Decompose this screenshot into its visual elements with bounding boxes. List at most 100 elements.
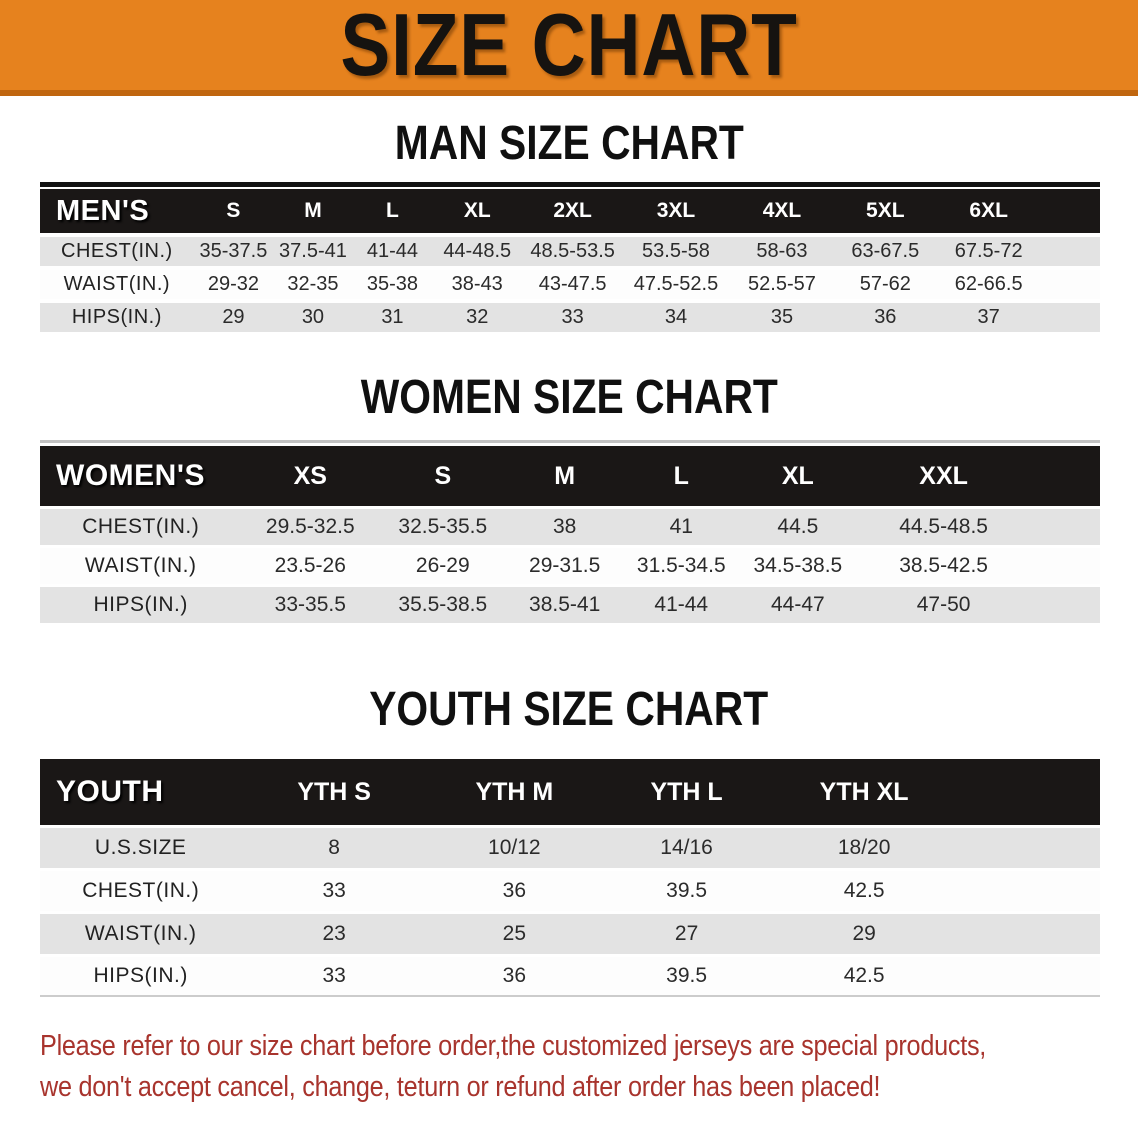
size-value-cell: 31.5-34.5 <box>622 548 740 584</box>
measurement-row: CHEST(IN.) 33 36 39.5 42.5 <box>40 871 1100 911</box>
banner-title: SIZE CHART <box>340 0 798 94</box>
size-column-header: S <box>193 189 274 233</box>
size-value-cell: 33-35.5 <box>241 587 380 623</box>
size-value-cell: 25 <box>426 914 602 954</box>
size-value-cell: 47-50 <box>856 587 1032 623</box>
size-column-header: L <box>622 446 740 506</box>
measurement-row-label: U.S.SIZE <box>40 828 242 868</box>
size-table-header-row: MEN'S S M L XL 2XL 3XL 4XL 5XL 6XL <box>40 189 1100 233</box>
size-value-cell: 52.5-57 <box>728 270 835 299</box>
measurement-row-label: HIPS(IN.) <box>40 957 242 997</box>
women-size-table: WOMEN'S XS S M L XL XXL CHEST(IN.) 29.5-32.5 32.5… <box>40 443 1100 626</box>
size-column-header: YTH L <box>601 759 772 825</box>
size-value-cell: 33 <box>241 871 427 911</box>
size-value-cell: 38.5-41 <box>506 587 623 623</box>
size-value-cell: 29-32 <box>193 270 274 299</box>
size-value-cell: 57-62 <box>834 270 936 299</box>
size-value-cell: 37 <box>935 303 1042 332</box>
measurement-row: CHEST(IN.) 35-37.5 37.5-41 41-44 44-48.5 48.5… <box>40 237 1100 266</box>
men-section-heading-text: MAN SIZE CHART <box>394 117 744 170</box>
youth-size-table: YOUTH YTH S YTH M YTH L YTH XL U.S.SIZE 8 10/12… <box>40 756 1100 1000</box>
table-group-label: YOUTH <box>40 759 242 825</box>
men-table-top-rule <box>40 182 1100 187</box>
size-value-cell: 38.5-42.5 <box>856 548 1032 584</box>
measurement-row: CHEST(IN.) 29.5-32.5 32.5-35.5 38 41 44.5 44.5… <box>40 509 1100 545</box>
size-value-cell: 34.5-38.5 <box>739 548 857 584</box>
measurement-row: HIPS(IN.) 33 36 39.5 42.5 <box>40 957 1100 997</box>
measurement-row-label: WAIST(IN.) <box>40 914 242 954</box>
size-value-cell: 35-38 <box>352 270 433 299</box>
youth-section-heading: YOUTH SIZE CHART <box>0 684 1138 736</box>
size-value-cell: 38 <box>506 509 623 545</box>
size-value-cell: 44.5-48.5 <box>856 509 1032 545</box>
size-value-cell: 32.5-35.5 <box>379 509 507 545</box>
measurement-row-label: HIPS(IN.) <box>40 303 194 332</box>
measurement-row: U.S.SIZE 8 10/12 14/16 18/20 <box>40 828 1100 868</box>
size-value-cell: 39.5 <box>601 871 772 911</box>
row-spacer <box>956 957 1100 997</box>
header-spacer <box>1041 189 1100 233</box>
size-column-header: YTH M <box>426 759 602 825</box>
size-value-cell: 18/20 <box>771 828 957 868</box>
size-value-cell: 44.5 <box>739 509 857 545</box>
row-spacer <box>1041 303 1100 332</box>
size-value-cell: 41-44 <box>352 237 433 266</box>
size-value-cell: 44-48.5 <box>432 237 523 266</box>
size-value-cell: 36 <box>426 871 602 911</box>
row-spacer <box>1041 237 1100 266</box>
row-spacer <box>956 914 1100 954</box>
size-column-header: YTH XL <box>771 759 957 825</box>
size-value-cell: 23.5-26 <box>241 548 380 584</box>
youth-section-heading-text: YOUTH SIZE CHART <box>369 683 769 736</box>
size-value-cell: 8 <box>241 828 427 868</box>
row-spacer <box>956 828 1100 868</box>
size-value-cell: 39.5 <box>601 957 772 997</box>
size-column-header: YTH S <box>241 759 427 825</box>
size-column-header: S <box>379 446 507 506</box>
size-value-cell: 35 <box>728 303 835 332</box>
size-column-header: XL <box>432 189 523 233</box>
men-size-section: MAN SIZE CHART MEN'S S M L XL 2XL 3XL 4XL 5XL 6XL… <box>0 118 1138 336</box>
size-column-header: 4XL <box>728 189 835 233</box>
size-value-cell: 63-67.5 <box>834 237 936 266</box>
size-chart-banner: SIZE CHART <box>0 0 1138 96</box>
size-value-cell: 10/12 <box>426 828 602 868</box>
men-section-heading: MAN SIZE CHART <box>0 118 1138 170</box>
size-column-header: L <box>352 189 433 233</box>
size-value-cell: 29-31.5 <box>506 548 623 584</box>
women-size-section: WOMEN SIZE CHART WOMEN'S XS S M L XL XXL CHEST(… <box>0 372 1138 626</box>
youth-size-section: YOUTH SIZE CHART YOUTH YTH S YTH M YTH L YTH… <box>0 684 1138 1000</box>
size-value-cell: 37.5-41 <box>273 237 353 266</box>
size-column-header: 2XL <box>522 189 623 233</box>
disclaimer-line-2: we don't accept cancel, change, teturn o… <box>40 1071 881 1103</box>
size-value-cell: 41 <box>622 509 740 545</box>
size-column-header: M <box>506 446 623 506</box>
size-value-cell: 53.5-58 <box>622 237 729 266</box>
size-value-cell: 35.5-38.5 <box>379 587 507 623</box>
row-spacer <box>1031 587 1100 623</box>
size-value-cell: 62-66.5 <box>935 270 1042 299</box>
measurement-row: HIPS(IN.) 33-35.5 35.5-38.5 38.5-41 41-44 44-… <box>40 587 1100 623</box>
men-size-table: MEN'S S M L XL 2XL 3XL 4XL 5XL 6XL CHEST(IN.) 35-37… <box>40 185 1100 336</box>
size-value-cell: 23 <box>241 914 427 954</box>
women-table-top-rule <box>40 440 1100 443</box>
size-value-cell: 42.5 <box>771 871 957 911</box>
size-table-header-row: WOMEN'S XS S M L XL XXL <box>40 446 1100 506</box>
size-value-cell: 38-43 <box>432 270 523 299</box>
size-value-cell: 35-37.5 <box>193 237 274 266</box>
size-value-cell: 26-29 <box>379 548 507 584</box>
header-spacer <box>1031 446 1100 506</box>
measurement-row: WAIST(IN.) 29-32 32-35 35-38 38-43 43-47.5 47.… <box>40 270 1100 299</box>
size-value-cell: 36 <box>426 957 602 997</box>
header-spacer <box>956 759 1100 825</box>
measurement-row: HIPS(IN.) 29 30 31 32 33 34 35 36 37 <box>40 303 1100 332</box>
size-table-header-row: YOUTH YTH S YTH M YTH L YTH XL <box>40 759 1100 825</box>
size-column-header: XXL <box>856 446 1032 506</box>
size-value-cell: 29.5-32.5 <box>241 509 380 545</box>
measurement-row-label: WAIST(IN.) <box>40 548 242 584</box>
size-column-header: XS <box>241 446 380 506</box>
size-column-header: M <box>273 189 353 233</box>
size-value-cell: 47.5-52.5 <box>622 270 729 299</box>
measurement-row: WAIST(IN.) 23 25 27 29 <box>40 914 1100 954</box>
